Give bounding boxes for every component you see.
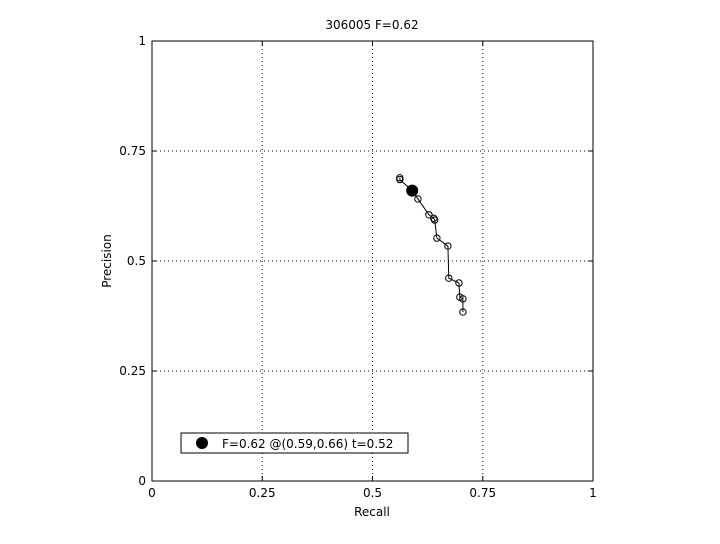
legend-marker xyxy=(196,437,208,449)
x-tick-label: 0.25 xyxy=(249,486,276,500)
best-f-point xyxy=(406,184,419,197)
x-tick-label: 0.5 xyxy=(363,486,382,500)
data-point xyxy=(445,274,453,282)
x-tick-label: 1 xyxy=(589,486,597,500)
y-tick-label: 0.25 xyxy=(119,364,146,378)
data-point xyxy=(459,295,467,303)
chart-title: 306005 F=0.62 xyxy=(325,18,418,32)
legend-box xyxy=(180,432,409,454)
data-point xyxy=(433,234,441,242)
y-tick-label: 0 xyxy=(138,474,146,488)
legend-label: F=0.62 @(0.59,0.66) t=0.52 xyxy=(222,437,393,451)
y-tick-label: 0.75 xyxy=(119,144,146,158)
x-axis-label: Recall xyxy=(354,505,390,519)
data-point xyxy=(414,195,422,203)
y-tick-label: 0.5 xyxy=(127,254,146,268)
series-line xyxy=(399,177,464,313)
data-point xyxy=(455,279,463,287)
data-point xyxy=(430,216,439,224)
data-point xyxy=(459,308,467,316)
series xyxy=(396,174,467,316)
grid xyxy=(152,41,593,481)
ticks: 0 0.25 0.5 0.75 1 0 0.25 0.5 0.75 1 xyxy=(119,34,597,500)
x-tick-label: 0 xyxy=(148,486,156,500)
data-point xyxy=(425,211,433,219)
legend: F=0.62 @(0.59,0.66) t=0.52 xyxy=(180,432,409,454)
y-tick-label: 1 xyxy=(138,34,146,48)
data-point xyxy=(396,175,404,184)
x-tick-label: 0.75 xyxy=(469,486,496,500)
y-axis-label: Precision xyxy=(100,234,114,288)
data-point xyxy=(444,242,452,250)
